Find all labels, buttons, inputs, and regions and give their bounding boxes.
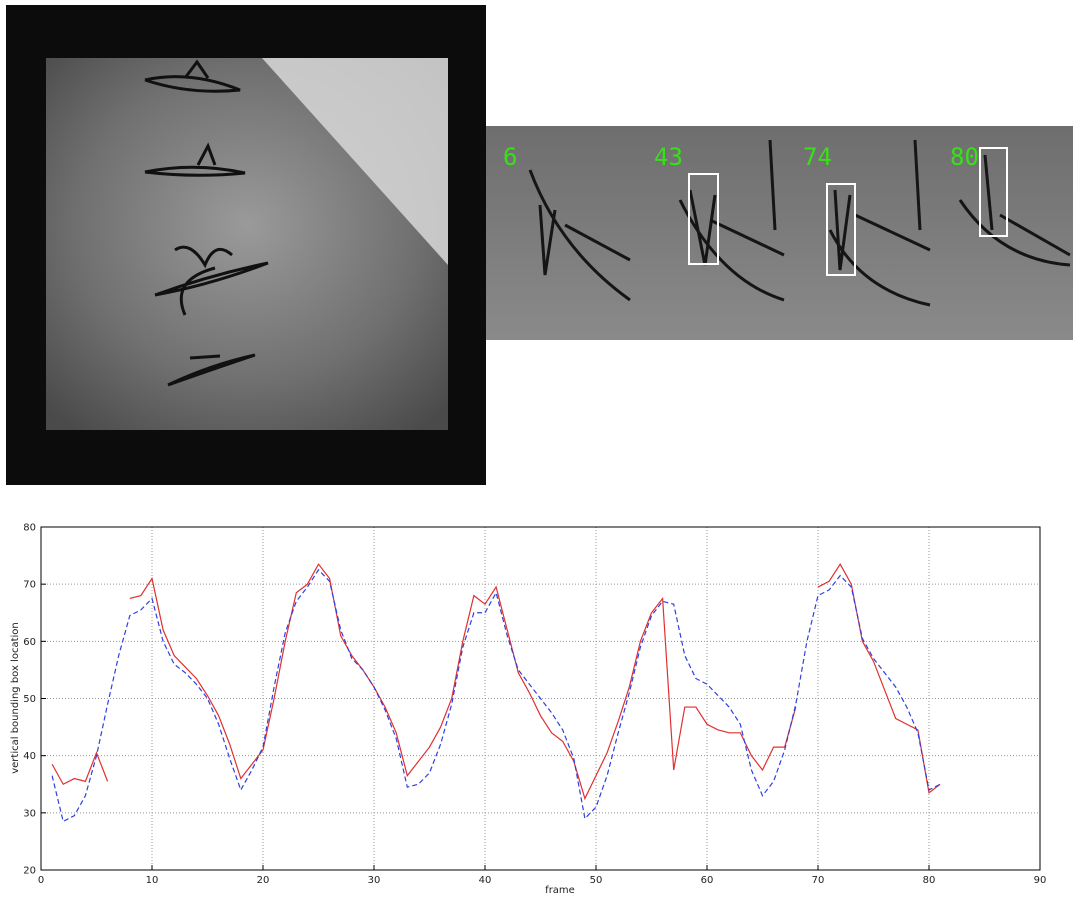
y-tick-label: 30 (23, 808, 36, 819)
y-tick-label: 40 (23, 751, 36, 762)
xray-image (6, 5, 486, 485)
y-tick-label: 50 (23, 694, 36, 705)
frame-number: 80 (950, 143, 979, 171)
y-tick-label: 80 (23, 523, 36, 534)
x-tick-label: 60 (701, 875, 714, 886)
x-tick-label: 40 (479, 875, 492, 886)
y-axis-label: vertical bounding box location (10, 622, 21, 774)
x-tick-label: 70 (812, 875, 825, 886)
plot-frame (40, 526, 1041, 871)
thumbnails: 6 43 74 80 (486, 126, 1073, 340)
x-tick-label: 0 (38, 875, 44, 886)
x-axis-label: frame (545, 885, 575, 896)
x-tick-label: 30 (368, 875, 381, 886)
chart: frame vertical bounding box location 20 3… (10, 523, 1046, 897)
x-tick-label: 90 (1034, 875, 1047, 886)
y-tick-label: 60 (23, 637, 36, 648)
series-line (51, 562, 941, 801)
series-line (51, 568, 941, 823)
x-tick-label: 50 (590, 875, 603, 886)
x-tick-label: 10 (146, 875, 159, 886)
y-tick-label: 20 (23, 866, 36, 877)
frame-number: 43 (654, 143, 683, 171)
frame-number: 6 (503, 143, 517, 171)
frame-number: 74 (803, 143, 832, 171)
y-tick-label: 70 (23, 580, 36, 591)
x-tick-label: 20 (257, 875, 270, 886)
x-tick-label: 80 (923, 875, 936, 886)
